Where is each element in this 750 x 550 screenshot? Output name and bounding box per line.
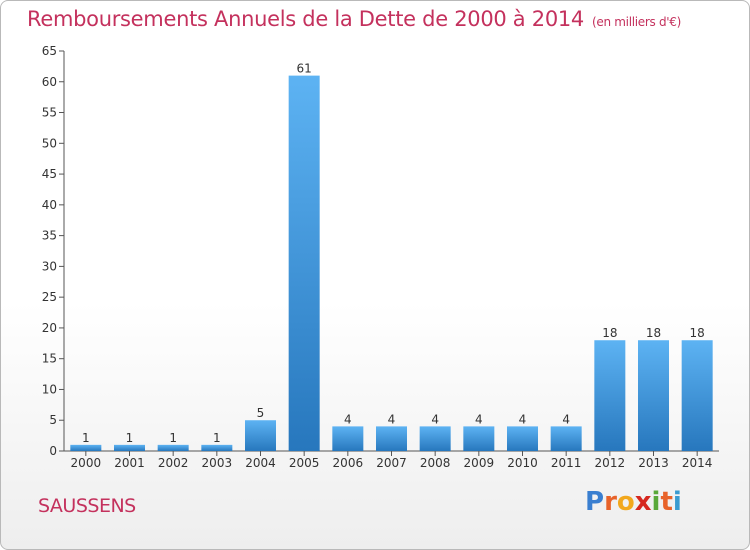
logo-letter: i (651, 487, 661, 517)
x-axis: 2000 2001 2002 2003 2004 2005 2006 2007 2008 2009… (64, 450, 719, 470)
bar-2008 (419, 426, 451, 451)
logo-letter: o (616, 487, 635, 517)
logo-letter: P (585, 487, 605, 517)
bar-2010 (507, 426, 538, 451)
x-tick-label: 2005 (289, 456, 320, 470)
logo-letter: x (634, 487, 652, 517)
x-tick-label: 2004 (245, 456, 276, 470)
data-label-2002: 1 (169, 431, 177, 445)
data-label-2006: 4 (344, 412, 352, 426)
data-label-2012: 18 (602, 326, 617, 340)
x-tick-label: 2007 (376, 456, 407, 470)
y-tick-label: 35 (42, 229, 57, 243)
bar-2000 (70, 444, 102, 451)
bar-2003 (201, 444, 233, 451)
bar-2014 (681, 340, 713, 451)
bar-2013 (638, 340, 669, 451)
bar-2001 (114, 444, 145, 451)
proxiti-logo: Proxiti (585, 487, 682, 517)
bar-2005 (288, 75, 320, 451)
y-tick-label: 10 (42, 382, 57, 396)
x-tick-label: 2012 (595, 456, 626, 470)
data-label-2013: 18 (646, 326, 661, 340)
bar-2004 (245, 420, 276, 451)
x-tick-label: 2009 (464, 456, 495, 470)
x-tick-label: 2010 (507, 456, 538, 470)
bar-2011 (550, 426, 582, 451)
chart-title-text: Remboursements Annuels de la Dette de 20… (27, 7, 584, 31)
logo-letter: i (672, 487, 682, 517)
y-tick-label: 55 (42, 106, 57, 120)
x-tick-label: 2014 (682, 456, 713, 470)
bars (70, 75, 713, 451)
data-labels: 1 1 1 1 5 61 4 4 4 4 4 4 18 18 18 (82, 62, 705, 445)
y-tick-label: 60 (42, 75, 57, 89)
chart-title: Remboursements Annuels de la Dette de 20… (27, 7, 681, 31)
x-tick-label: 2006 (333, 456, 364, 470)
bar-2012 (594, 340, 626, 451)
y-tick-label: 30 (42, 259, 57, 273)
bar-2009 (463, 426, 495, 451)
bar-2006 (332, 426, 364, 451)
y-tick-label: 5 (49, 413, 57, 427)
data-label-2009: 4 (475, 412, 483, 426)
y-tick-label: 50 (42, 136, 57, 150)
data-label-2010: 4 (519, 412, 527, 426)
y-axis: 0 5 10 15 20 25 30 35 40 45 50 55 60 65 (42, 44, 65, 458)
logo-letter: r (604, 487, 617, 517)
y-tick-label: 20 (42, 321, 57, 335)
chart-unit: (en milliers d'€) (592, 15, 682, 29)
x-tick-label: 2000 (71, 456, 102, 470)
x-tick-label: 2013 (638, 456, 669, 470)
data-label-2001: 1 (126, 431, 134, 445)
bar-2002 (157, 444, 189, 451)
x-tick-label: 2008 (420, 456, 451, 470)
logo-letter: t (660, 487, 673, 517)
y-tick-label: 0 (49, 444, 57, 458)
y-tick-label: 65 (42, 44, 57, 58)
data-label-2011: 4 (562, 412, 570, 426)
bar-2007 (376, 426, 407, 451)
data-label-2000: 1 (82, 431, 90, 445)
x-tick-label: 2001 (114, 456, 145, 470)
x-tick-label: 2003 (202, 456, 233, 470)
y-tick-label: 15 (42, 352, 57, 366)
x-tick-label: 2011 (551, 456, 582, 470)
data-label-2007: 4 (388, 412, 396, 426)
y-tick-label: 45 (42, 167, 57, 181)
data-label-2003: 1 (213, 431, 221, 445)
y-tick-label: 25 (42, 290, 57, 304)
data-label-2004: 5 (257, 406, 265, 420)
data-label-2014: 18 (690, 326, 705, 340)
commune-name: SAUSSENS (38, 495, 136, 517)
data-label-2005: 61 (297, 62, 312, 76)
y-tick-label: 40 (42, 198, 57, 212)
data-label-2008: 4 (431, 412, 439, 426)
x-tick-label: 2002 (158, 456, 189, 470)
